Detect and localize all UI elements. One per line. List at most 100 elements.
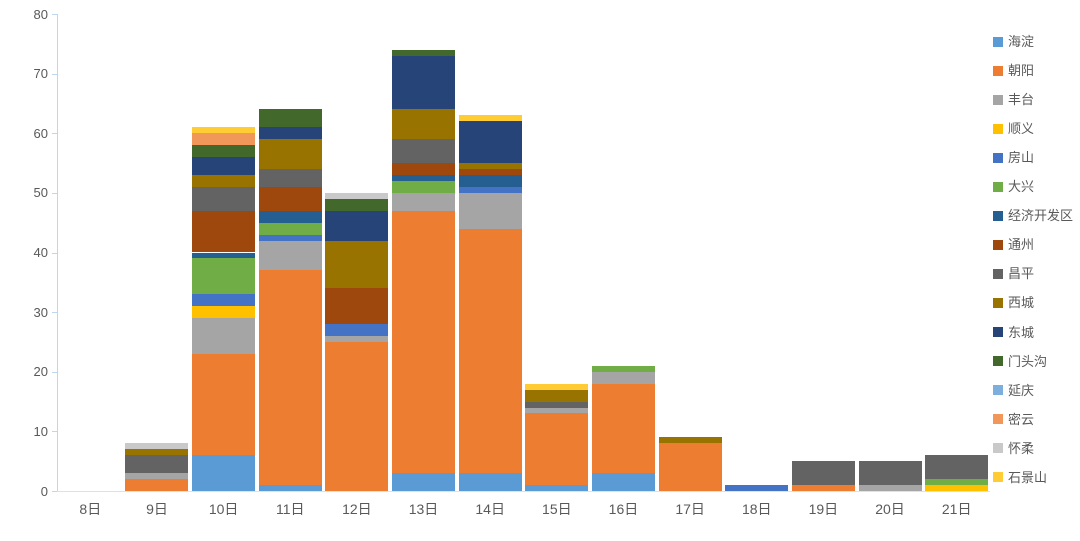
bar-segment-海淀-15日	[525, 485, 589, 491]
y-tick-label: 70	[33, 66, 48, 82]
bar-segment-房山-11日	[258, 234, 322, 241]
x-axis-label: 19日	[808, 501, 839, 517]
legend-swatch-icon	[993, 210, 1003, 221]
y-tick-mark	[52, 312, 57, 314]
bar-segment-门头沟-13日	[392, 49, 456, 56]
bar-segment-西城-10日	[192, 174, 256, 187]
bar-segment-石景山-10日	[192, 127, 256, 134]
bar-segment-大兴-13日	[392, 180, 456, 193]
legend-item-海淀: 海淀	[993, 35, 1034, 48]
bar-segment-丰台-12日	[325, 335, 389, 342]
legend-swatch-icon	[993, 297, 1003, 308]
legend-label: 西城	[1008, 295, 1035, 311]
x-axis-label: 10日	[208, 501, 239, 517]
bar-segment-朝阳-9日	[125, 479, 189, 491]
bar-segment-西城-12日	[325, 240, 389, 289]
bar-segment-西城-14日	[458, 163, 522, 170]
bar-segment-西城-17日	[658, 437, 722, 444]
legend-item-丰台: 丰台	[993, 93, 1034, 106]
bar-segment-朝阳-10日	[192, 353, 256, 456]
legend-label: 丰台	[1008, 92, 1035, 108]
legend-label: 东城	[1008, 324, 1035, 340]
y-tick-label: 30	[33, 304, 48, 320]
y-tick-label: 0	[40, 483, 48, 499]
bar-segment-门头沟-11日	[258, 109, 322, 128]
legend-item-朝阳: 朝阳	[993, 64, 1034, 77]
bar-segment-通州-10日	[192, 210, 256, 253]
bar-segment-海淀-10日	[192, 455, 256, 491]
bar-segment-丰台-11日	[258, 240, 322, 271]
bar-segment-东城-12日	[325, 210, 389, 241]
legend-label: 石景山	[1008, 469, 1048, 485]
bar-segment-密云-10日	[192, 133, 256, 146]
bar-segment-经济开发区-13日	[392, 174, 456, 181]
bar-segment-丰台-14日	[458, 192, 522, 229]
bar-segment-大兴-11日	[258, 222, 322, 235]
bar-segment-石景山-15日	[525, 383, 589, 390]
bar-segment-经济开发区-10日	[192, 252, 256, 259]
bar-segment-经济开发区-11日	[258, 210, 322, 223]
legend-label: 经济开发区	[1008, 208, 1074, 224]
legend-item-通州: 通州	[993, 238, 1034, 251]
legend-item-东城: 东城	[993, 326, 1034, 339]
legend-swatch-icon	[993, 181, 1003, 192]
legend-item-门头沟: 门头沟	[993, 355, 1047, 368]
y-tick-mark	[52, 252, 57, 254]
legend-swatch-icon	[993, 472, 1003, 483]
bar-segment-朝阳-13日	[392, 210, 456, 474]
bar-segment-通州-14日	[458, 169, 522, 175]
bar-segment-大兴-16日	[591, 365, 655, 372]
bar-segment-丰台-10日	[192, 318, 256, 354]
legend-label: 顺义	[1008, 121, 1035, 137]
legend-swatch-icon	[993, 385, 1003, 396]
x-axis-label: 16日	[608, 501, 639, 517]
legend-swatch-icon	[993, 268, 1003, 279]
bar-segment-朝阳-15日	[525, 413, 589, 486]
bar-segment-怀柔-9日	[125, 443, 189, 450]
x-axis-label: 14日	[475, 501, 505, 517]
bar-segment-海淀-13日	[392, 473, 456, 491]
legend-item-房山: 房山	[993, 151, 1034, 164]
x-axis-label: 17日	[675, 501, 705, 517]
bar-segment-顺义-10日	[192, 306, 256, 319]
x-axis-label: 18日	[741, 501, 772, 517]
x-axis-label: 13日	[408, 501, 439, 517]
y-tick-label: 60	[33, 125, 48, 141]
legend-swatch-icon	[993, 152, 1003, 163]
x-axis-label: 8日	[79, 501, 102, 517]
bar-segment-东城-11日	[258, 127, 322, 140]
y-tick-label: 10	[33, 423, 48, 439]
bar-segment-石景山-14日	[458, 115, 522, 122]
x-axis-label: 20日	[875, 501, 905, 517]
legend-label: 大兴	[1008, 179, 1035, 195]
bar-segment-昌平-13日	[392, 139, 456, 164]
bar-segment-朝阳-16日	[591, 383, 655, 474]
bar-segment-通州-13日	[392, 163, 456, 175]
bar-segment-大兴-21日	[925, 479, 989, 486]
bar-segment-大兴-10日	[192, 258, 256, 295]
bar-segment-朝阳-19日	[791, 485, 855, 491]
y-tick-label: 80	[33, 6, 48, 22]
legend-label: 通州	[1008, 237, 1035, 253]
bar-segment-房山-10日	[192, 294, 256, 307]
legend-item-西城: 西城	[993, 296, 1034, 309]
bar-segment-门头沟-10日	[192, 145, 256, 158]
bar-segment-东城-10日	[192, 157, 256, 175]
y-tick-mark	[52, 14, 57, 15]
x-axis-label: 12日	[342, 501, 372, 517]
x-axis-label: 15日	[542, 501, 572, 517]
legend-label: 门头沟	[1008, 353, 1048, 369]
bar-segment-东城-14日	[458, 121, 522, 164]
legend-label: 房山	[1008, 150, 1035, 166]
bar-segment-昌平-21日	[925, 455, 989, 480]
bar-segment-东城-13日	[392, 55, 456, 110]
y-tick-mark	[52, 371, 57, 373]
y-tick-mark	[52, 431, 57, 433]
legend-item-昌平: 昌平	[993, 267, 1034, 280]
legend-swatch-icon	[993, 414, 1003, 425]
y-axis-line	[57, 14, 58, 491]
bar-segment-通州-12日	[325, 288, 389, 325]
bar-segment-昌平-20日	[858, 461, 922, 486]
legend-item-经济开发区: 经济开发区	[993, 209, 1073, 222]
legend-label: 朝阳	[1008, 63, 1035, 79]
